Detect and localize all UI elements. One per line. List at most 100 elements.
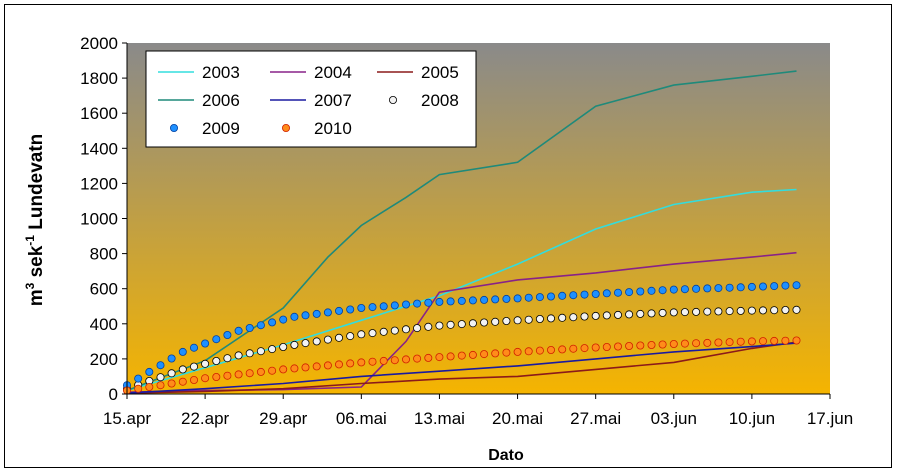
legend-label: 2010 xyxy=(314,119,352,138)
series-2009-point xyxy=(558,291,567,300)
x-tick-label: 10.jun xyxy=(729,409,775,428)
series-2008-point xyxy=(468,319,477,328)
series-2008-point xyxy=(312,337,321,346)
series-2009-point xyxy=(134,374,143,383)
legend-label: 2004 xyxy=(314,63,352,82)
series-2003-line xyxy=(126,188,797,392)
axes-layer: 0 200 400 600 800 1000 1200 1400 1600 1800 2000 15.… xyxy=(80,34,853,428)
series-2010-point xyxy=(502,348,511,357)
y-tick-label: 1200 xyxy=(80,174,118,193)
series-2010-point xyxy=(256,367,265,376)
series-2009-point xyxy=(435,297,444,306)
series-2010-point xyxy=(234,370,243,379)
series-2010-point xyxy=(178,377,187,386)
series-2009-point xyxy=(189,343,198,352)
legend-swatch xyxy=(388,96,397,105)
series-2009-point xyxy=(212,335,221,344)
y-tick-label: 600 xyxy=(90,280,118,299)
series-2010-point xyxy=(401,355,410,364)
series-2010-point xyxy=(736,337,745,346)
series-2010-point xyxy=(357,358,366,367)
series-2010-point xyxy=(290,364,299,373)
legend-label: 2008 xyxy=(421,91,459,110)
series-2010-point xyxy=(725,338,734,347)
series-2010-point xyxy=(435,353,444,362)
series-2009-point xyxy=(468,296,477,305)
series-2009-point xyxy=(680,285,689,294)
legend-item-2008: 2008 xyxy=(388,91,459,110)
series-2010-point xyxy=(781,336,790,345)
series-2010-point xyxy=(658,340,667,349)
legend-item-2007: 2007 xyxy=(270,91,352,110)
series-2010-point xyxy=(569,344,578,353)
series-2009-point xyxy=(647,286,656,295)
series-2010-point xyxy=(268,366,277,375)
series-2008-point xyxy=(714,307,723,316)
series-2010-point xyxy=(379,356,388,365)
series-2010-point xyxy=(223,371,232,380)
series-2010-point xyxy=(669,339,678,348)
legend-label: 2003 xyxy=(202,63,240,82)
y-tick-label: 200 xyxy=(90,350,118,369)
series-2009-point xyxy=(268,318,277,327)
series-2008-point xyxy=(189,362,198,371)
series-2010-point xyxy=(647,340,656,349)
series-2009-point xyxy=(234,326,243,335)
series-2009-point xyxy=(357,303,366,312)
series-2009-point xyxy=(636,287,645,296)
series-2009-point xyxy=(491,295,500,304)
series-2008-point xyxy=(747,306,756,315)
series-2010-point xyxy=(547,345,556,354)
series-2010-point xyxy=(513,347,522,356)
series-2008-point xyxy=(647,309,656,318)
series-2008-point xyxy=(480,318,489,327)
series-2009-point xyxy=(781,281,790,290)
series-2010-point xyxy=(413,354,422,363)
series-2010-point xyxy=(692,339,701,348)
series-2010-point xyxy=(614,342,623,351)
series-2008-point xyxy=(457,320,466,329)
series-2010-point xyxy=(558,345,567,354)
series-2008-point xyxy=(669,308,678,317)
series-2008-point xyxy=(569,313,578,322)
series-2008-point xyxy=(234,351,243,360)
y-tick-label: 800 xyxy=(90,245,118,264)
series-2010-point xyxy=(457,351,466,360)
series-2009-point xyxy=(245,323,254,332)
legend-swatch xyxy=(169,124,178,133)
series-2010-point xyxy=(524,347,533,356)
y-axis-title-tail: Lundevatn xyxy=(26,134,47,235)
series-2009-point xyxy=(334,306,343,315)
series-2010-point xyxy=(301,363,310,372)
series-2010-point xyxy=(625,341,634,350)
series-2009-point xyxy=(747,282,756,291)
legend-label: 2005 xyxy=(421,63,459,82)
series-2009-point xyxy=(301,311,310,320)
series-2008-point xyxy=(346,332,355,341)
series-2008-point xyxy=(781,305,790,314)
series-2006-line xyxy=(126,70,797,392)
series-2010-point xyxy=(591,343,600,352)
series-2008-point xyxy=(658,308,667,317)
x-tick-label: 22.apr xyxy=(181,409,230,428)
series-2009-point xyxy=(569,291,578,300)
series-2008-point xyxy=(413,324,422,333)
series-2008-point xyxy=(435,321,444,330)
series-2010-point xyxy=(167,379,176,388)
series-2008-point xyxy=(368,329,377,338)
series-2008-point xyxy=(446,320,455,329)
legend-item-2005: 2005 xyxy=(377,63,459,82)
series-2009-point xyxy=(290,312,299,321)
series-2008-point xyxy=(770,306,779,315)
series-2010-point xyxy=(535,346,544,355)
series-2008-point xyxy=(680,308,689,317)
series-2008-point xyxy=(736,306,745,315)
series-2008-point xyxy=(301,339,310,348)
series-2009-point xyxy=(312,309,321,318)
series-2010-point xyxy=(323,361,332,370)
y-tick-label: 1000 xyxy=(80,210,118,229)
series-2007-line xyxy=(126,342,797,394)
series-2009-point xyxy=(424,298,433,307)
series-2008-point xyxy=(792,305,801,314)
